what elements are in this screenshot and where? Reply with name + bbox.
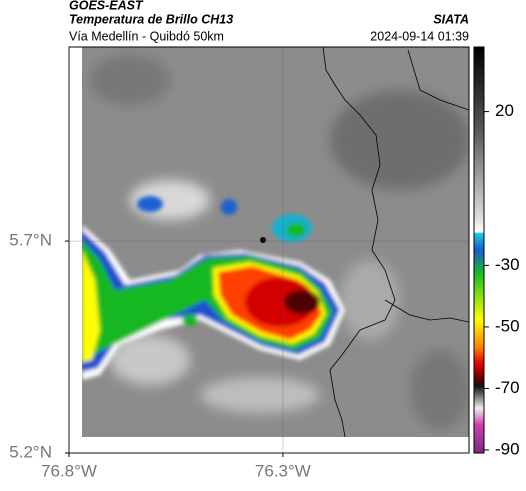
y-tick-label: 5.2°N <box>9 442 52 461</box>
x-tick-label: 76.8°W <box>41 461 97 480</box>
colorbar-tick-label: -50 <box>495 316 520 335</box>
colorbar-tick-label: -70 <box>495 378 520 397</box>
satellite-image <box>82 47 469 437</box>
y-tick-label: 5.7°N <box>9 231 52 250</box>
colorbar-tick-label: -90 <box>495 439 520 458</box>
title: GOES-EAST <box>69 0 144 12</box>
timestamp: 2024-09-14 01:39 <box>370 29 469 43</box>
map-frame <box>68 46 470 454</box>
colorbar-tick-label: -30 <box>495 255 520 274</box>
source: SIATA <box>433 12 469 26</box>
route: Vía Medellín - Quibdó 50km <box>69 29 224 43</box>
colorbar <box>473 46 485 454</box>
subtitle: Temperatura de Brillo CH13 <box>69 12 233 26</box>
x-tick-label: 76.3°W <box>255 461 311 480</box>
colorbar-tick-label: 20 <box>495 101 514 120</box>
